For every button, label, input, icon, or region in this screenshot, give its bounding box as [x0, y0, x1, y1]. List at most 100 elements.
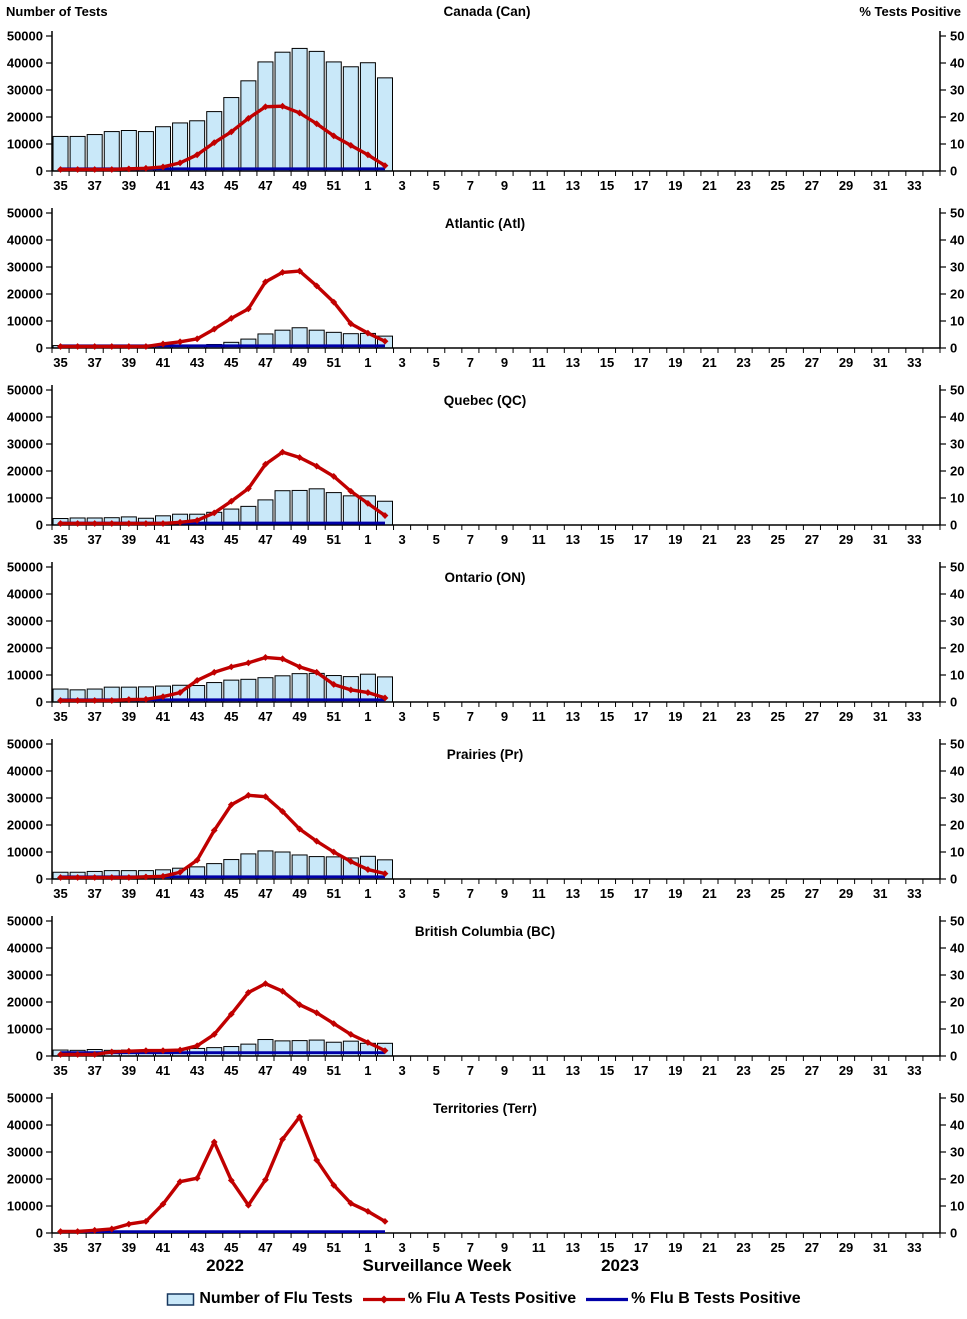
- svg-text:20: 20: [950, 1172, 964, 1187]
- svg-text:25: 25: [771, 355, 785, 370]
- svg-text:30000: 30000: [7, 83, 43, 98]
- flu-a-marker-icon: [125, 520, 133, 527]
- svg-text:7: 7: [467, 1240, 474, 1255]
- svg-text:0: 0: [36, 872, 43, 887]
- svg-text:30: 30: [950, 1145, 964, 1160]
- svg-text:47: 47: [258, 886, 272, 901]
- flu-a-marker-icon: [74, 1228, 82, 1235]
- panel-ontario-on: Ontario (ON) 0 10000 20000 30000 40000 50000 0 1…: [7, 560, 965, 725]
- svg-text:33: 33: [907, 178, 921, 193]
- svg-text:9: 9: [501, 886, 508, 901]
- svg-text:21: 21: [702, 709, 716, 724]
- flu-a-markers: [57, 791, 389, 881]
- flu-a-marker-icon: [142, 695, 150, 703]
- flu-a-marker-icon: [210, 668, 218, 676]
- flu-a-marker-icon: [210, 1138, 218, 1146]
- flu-a-marker-icon: [210, 509, 218, 517]
- svg-text:30000: 30000: [7, 614, 43, 629]
- svg-text:10: 10: [950, 1199, 964, 1214]
- flu-a-marker-icon: [57, 1051, 64, 1058]
- svg-text:45: 45: [224, 1240, 238, 1255]
- svg-text:3: 3: [398, 709, 405, 724]
- svg-text:49: 49: [292, 532, 306, 547]
- right-axis: 0 10 20 30 40 50: [939, 737, 964, 887]
- svg-text:0: 0: [36, 695, 43, 710]
- flu-a-marker-icon: [279, 269, 286, 276]
- svg-text:20: 20: [950, 818, 964, 833]
- svg-text:1: 1: [364, 355, 371, 370]
- svg-text:10000: 10000: [7, 1022, 43, 1037]
- flu-a-marker-icon: [57, 1228, 64, 1235]
- svg-text:40: 40: [950, 941, 964, 956]
- svg-text:29: 29: [839, 709, 853, 724]
- svg-text:50: 50: [950, 29, 964, 44]
- flu-a-marker-icon: [296, 1001, 304, 1009]
- svg-text:40000: 40000: [7, 233, 43, 248]
- svg-text:30000: 30000: [7, 968, 43, 983]
- svg-text:49: 49: [292, 1063, 306, 1078]
- svg-text:9: 9: [501, 355, 508, 370]
- tests-bar: [257, 499, 274, 526]
- flu-a-marker-icon: [91, 343, 99, 350]
- flu-a-marker-icon: [108, 520, 116, 527]
- svg-text:0: 0: [950, 341, 957, 356]
- svg-text:17: 17: [634, 1240, 648, 1255]
- svg-text:49: 49: [292, 886, 306, 901]
- svg-text:13: 13: [566, 1240, 580, 1255]
- svg-text:30000: 30000: [7, 1145, 43, 1160]
- legend-label-flu-b: % Flu B Tests Positive: [631, 1290, 801, 1307]
- svg-text:0: 0: [950, 695, 957, 710]
- svg-text:25: 25: [771, 886, 785, 901]
- svg-text:19: 19: [668, 1063, 682, 1078]
- x-axis: 35 37 39 41 43 45 47 49 51 1 3 5 7 9 11 13 15 17 19 21 23 25 2…: [51, 348, 941, 370]
- svg-text:37: 37: [87, 178, 101, 193]
- svg-text:13: 13: [566, 709, 580, 724]
- svg-text:39: 39: [122, 178, 136, 193]
- flu-a-marker-icon: [91, 166, 99, 173]
- flu-a-marker-icon: [159, 872, 167, 880]
- svg-text:47: 47: [258, 355, 272, 370]
- svg-text:49: 49: [292, 355, 306, 370]
- svg-text:30: 30: [950, 614, 964, 629]
- svg-text:51: 51: [327, 178, 341, 193]
- svg-text:45: 45: [224, 709, 238, 724]
- tests-bar: [308, 50, 325, 172]
- svg-text:15: 15: [600, 709, 614, 724]
- svg-text:0: 0: [36, 341, 43, 356]
- svg-text:23: 23: [736, 886, 750, 901]
- svg-text:41: 41: [156, 178, 170, 193]
- svg-text:13: 13: [566, 178, 580, 193]
- flu-a-marker-icon: [227, 128, 235, 136]
- svg-text:20: 20: [950, 464, 964, 479]
- svg-text:0: 0: [950, 872, 957, 887]
- flu-a-marker-icon: [262, 980, 269, 988]
- legend: Number of Flu Tests % Flu A Tests Positi…: [0, 1290, 967, 1308]
- svg-text:11: 11: [532, 532, 546, 547]
- svg-text:33: 33: [907, 709, 921, 724]
- flu-tests-swatch-icon: [167, 1292, 195, 1306]
- svg-text:11: 11: [532, 1063, 546, 1078]
- flu-a-marker-icon: [364, 866, 372, 873]
- svg-text:35: 35: [53, 1063, 67, 1078]
- flu-a-marker-icon: [296, 109, 304, 117]
- tests-bar: [223, 1046, 240, 1057]
- flu-a-marker-icon: [91, 1051, 99, 1058]
- flu-a-marker-icon: [364, 500, 372, 507]
- svg-text:21: 21: [702, 532, 716, 547]
- svg-text:25: 25: [771, 532, 785, 547]
- svg-text:51: 51: [327, 886, 341, 901]
- tests-bar: [120, 130, 137, 172]
- tests-bar: [240, 853, 257, 880]
- svg-text:50000: 50000: [7, 206, 43, 221]
- flu-a-marker-icon: [313, 282, 321, 290]
- flu-a-markers: [57, 448, 389, 527]
- legend-item-flu-b: % Flu B Tests Positive: [586, 1290, 801, 1308]
- tests-bars: [52, 672, 393, 703]
- svg-text:50000: 50000: [7, 1091, 43, 1106]
- flu-a-marker-icon: [57, 874, 64, 881]
- panel-prairies-pr: Prairies (Pr)010000200003000040000500000…: [7, 737, 965, 902]
- panel-title: British Columbia (BC): [415, 924, 555, 939]
- x-axis: 35 37 39 41 43 45 47 49 51 1 3 5 7 9 11 13 15 17 19 21 23 25 2…: [51, 1233, 941, 1255]
- left-axis: 0 10000 20000 30000 40000 50000: [7, 29, 53, 179]
- flu-a-marker-icon: [364, 329, 372, 337]
